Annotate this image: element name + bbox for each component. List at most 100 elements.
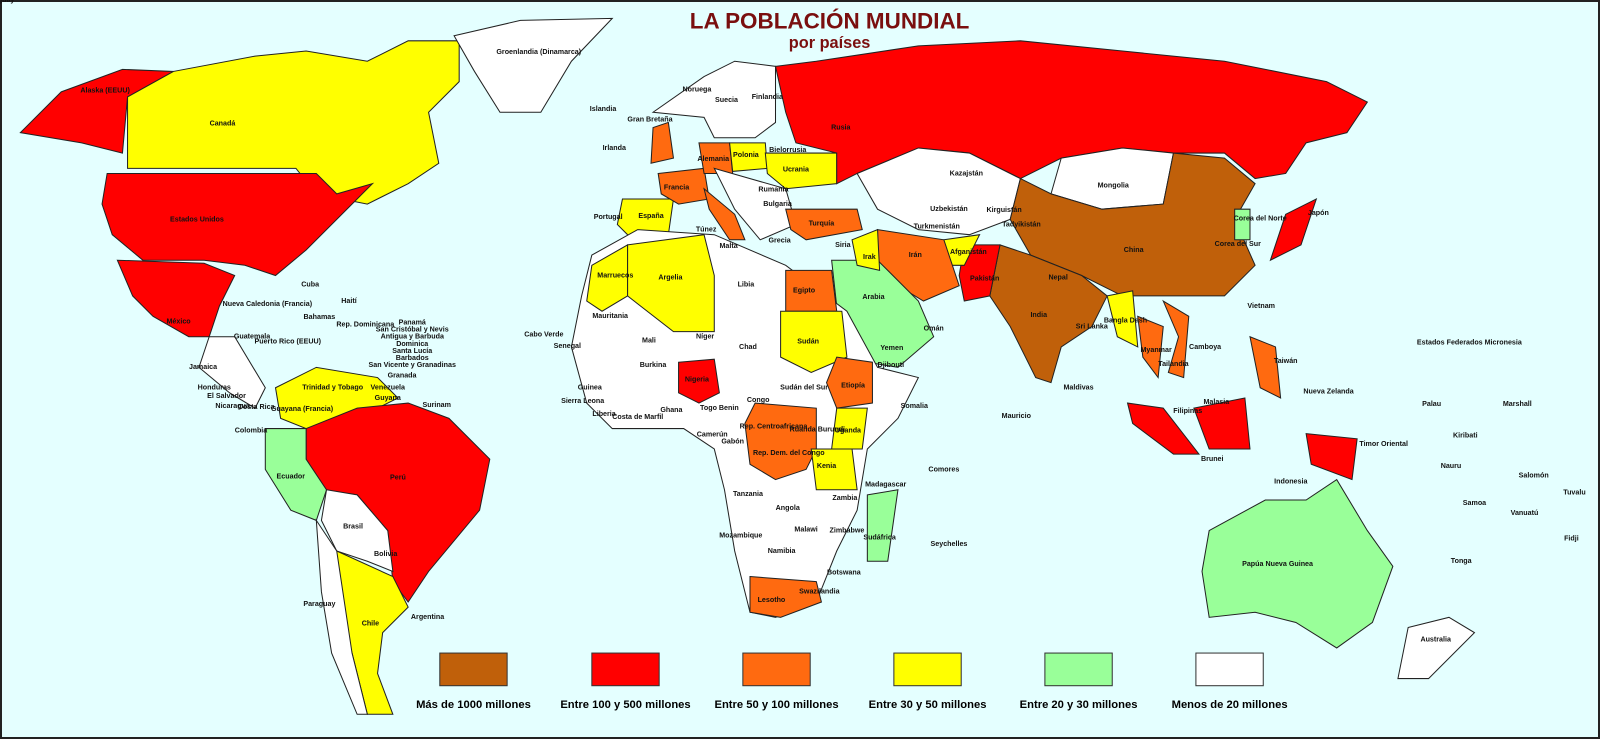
country-label: Ecuador [277, 472, 306, 480]
legend-swatch [893, 652, 962, 687]
country-label: Mauricio [1002, 412, 1032, 420]
country-label: Comores [928, 465, 959, 473]
country-label: Kenia [817, 462, 837, 470]
country-label: Samoa [1463, 499, 1487, 507]
country-label: Cuba [301, 281, 320, 289]
country-label: Trinidad y Tobago [302, 384, 363, 392]
country-label: El Salvador [207, 392, 246, 400]
country-label: Uzbekistán [930, 205, 968, 213]
country-shape [810, 448, 858, 491]
country-label: Sierra Leona [561, 397, 605, 405]
country-shape [264, 428, 328, 522]
country-label: Brasil [343, 522, 363, 530]
legend-swatch [1044, 652, 1113, 687]
country-label: Timor Oriental [1359, 440, 1408, 448]
country-label: Zimbabwe [830, 526, 865, 534]
country-label: Islandia [590, 105, 618, 113]
country-label: Guayana (Francia) [271, 405, 334, 413]
country-label: Bulgaria [763, 200, 793, 208]
country-label: Uganda [835, 426, 862, 434]
country-shape [1126, 402, 1201, 455]
country-label: Ghana [660, 406, 683, 414]
country-label: Bielorrusia [769, 146, 807, 154]
country-label: Tadyikistán [1002, 220, 1041, 228]
country-label: Congo [747, 396, 770, 404]
legend-label: Entre 50 y 100 millones [714, 699, 838, 711]
country-label: Arabia [862, 293, 885, 301]
country-label: Gran Bretaña [627, 115, 673, 123]
country-label: Filipinas [1173, 407, 1202, 415]
country-shape [650, 121, 675, 164]
country-label: Mauritania [592, 312, 629, 320]
country-label: Venezuela [371, 384, 406, 392]
country-label: Nepal [1048, 273, 1067, 281]
country-shape [851, 228, 881, 272]
country-shape [1106, 290, 1139, 348]
country-label: Palau [1422, 400, 1441, 408]
map-subtitle: por países [789, 34, 871, 52]
country-label: Sudán [797, 338, 819, 346]
country-shape [866, 489, 899, 562]
country-label: Guinea [578, 384, 603, 392]
country-label: Noruega [682, 86, 712, 94]
country-shape [453, 17, 614, 113]
country-label: Alaska (EEUU) [80, 87, 130, 95]
country-shape [1269, 197, 1318, 262]
country-label: Nicaragua [215, 402, 250, 410]
country-shape [101, 172, 375, 277]
country-label: Corea del Norte [1234, 214, 1287, 222]
country-shape [703, 187, 746, 241]
country-label: Vietnam [1247, 302, 1275, 310]
country-label: Guyana [375, 394, 402, 402]
country-label: Seychelles [931, 540, 968, 548]
country-label: Tanzania [733, 490, 764, 498]
country-label: Sri Lanka [1076, 322, 1109, 330]
country-label: Malta [719, 242, 738, 250]
country-label: Liberia [592, 410, 616, 418]
country-label: Bolivia [374, 550, 398, 558]
country-label: Chad [739, 343, 757, 351]
country-shape [831, 407, 868, 450]
country-label: Guatemala [234, 333, 271, 341]
country-label: Burkina [640, 361, 668, 369]
country-label: Kazajstán [950, 169, 983, 177]
country-label: Rusia [831, 123, 851, 131]
country-label: Argentina [411, 613, 445, 621]
country-label: Siria [835, 241, 851, 249]
country-label: Surinam [422, 401, 451, 409]
country-label: Zambia [832, 494, 858, 502]
country-label: China [1124, 246, 1145, 254]
country-label: Vanuatú [1511, 509, 1539, 517]
country-label: Mozambique [719, 532, 762, 540]
country-shape [1234, 208, 1251, 241]
country-shape [713, 167, 797, 241]
country-label: Irán [909, 251, 922, 259]
country-label: Santa Lucía [392, 347, 433, 355]
country-shape [1201, 478, 1394, 649]
country-label: Kiribati [1453, 432, 1478, 440]
country-label: Antigua y Barbuda [381, 333, 445, 341]
country-label: Rep. Centroafricana [740, 422, 809, 430]
country-label: Turkmenistán [914, 222, 960, 230]
map-group: LA POBLACIÓN MUNDIAL por países Alaska (… [0, 0, 1586, 715]
country-label: Somalia [901, 402, 929, 410]
country-label: Australia [1420, 636, 1452, 644]
country-label: Granada [388, 371, 418, 379]
country-label: Irlanda [603, 144, 627, 152]
country-shape [1249, 335, 1282, 399]
country-label: Swazilandia [799, 588, 840, 596]
country-label: Salomón [1519, 471, 1549, 479]
country-label: Grecia [768, 237, 791, 245]
country-label: Egipto [793, 287, 816, 295]
country-label: Panamá [399, 318, 426, 326]
country-label: Jamaica [189, 363, 218, 371]
country-shape [1397, 616, 1476, 680]
legend-swatch [1195, 652, 1264, 687]
country-label: Portugal [594, 213, 623, 221]
country-label: Indonesia [1274, 478, 1308, 486]
country-label: Bangla Desh [1104, 316, 1147, 324]
country-label: Kirguistán [986, 206, 1021, 214]
country-label: Papúa Nueva Guinea [1242, 560, 1314, 568]
country-shape [1193, 397, 1251, 450]
